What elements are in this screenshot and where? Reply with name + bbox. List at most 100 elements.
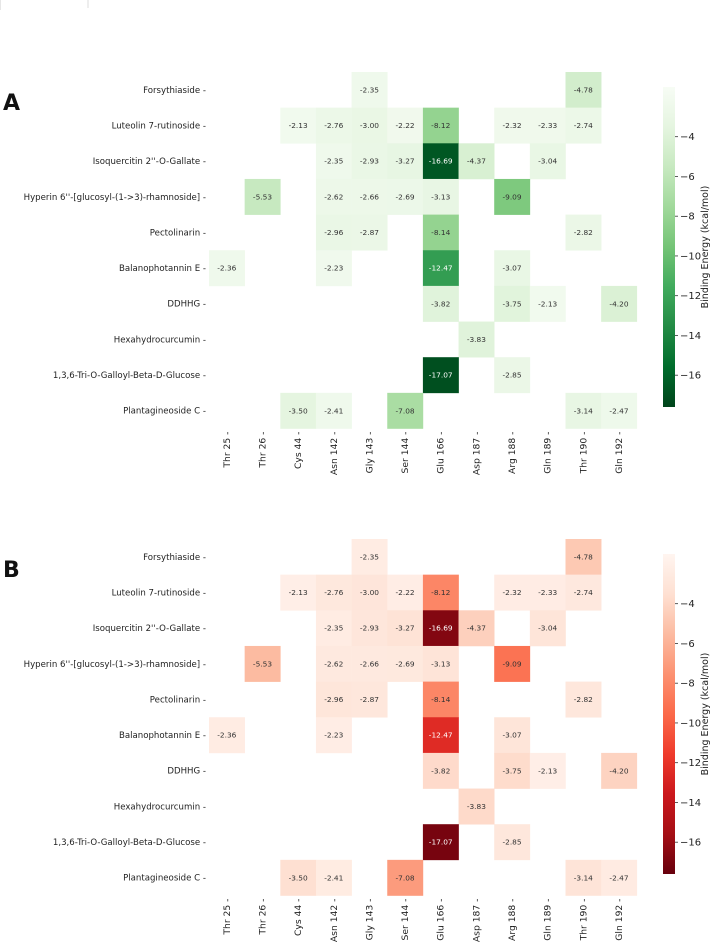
cell-value-label: -4.37 — [467, 624, 486, 633]
cell-value-label: -2.32 — [502, 121, 521, 130]
heatmap-cell — [565, 214, 602, 251]
column-label: Glu 166 - — [436, 432, 447, 474]
cell-value-label: -3.14 — [574, 873, 593, 882]
cell-value-label: -4.20 — [609, 299, 628, 308]
heatmap-cell — [387, 392, 424, 429]
colorbar-label: Binding Energy (kcal/mol) — [700, 653, 711, 776]
heatmap-cell — [387, 107, 424, 144]
cell-value-label: -2.22 — [396, 121, 415, 130]
heatmap-cell — [315, 645, 352, 682]
cell-value-label: -3.75 — [502, 766, 521, 775]
heatmap-cell — [422, 285, 459, 322]
cell-value-label: -2.62 — [324, 192, 343, 201]
colorbar-tick-label: −10 — [680, 718, 701, 729]
heatmap-cell — [351, 645, 388, 682]
cell-value-label: -2.13 — [538, 766, 557, 775]
row-label: Balanophotannin E - — [119, 264, 206, 274]
column-label: Thr 26 - — [257, 432, 268, 469]
heatmap-cell — [315, 392, 352, 429]
cell-value-label: -2.33 — [538, 121, 557, 130]
cell-value-label: -2.13 — [289, 121, 308, 130]
heatmap-cell — [315, 214, 352, 251]
heatmap-cell — [387, 859, 424, 896]
heatmap-panel-b: B Forsythiaside - -2.35 -4.78 Luteolin 7-rut… — [3, 539, 711, 942]
heatmap-cell — [351, 214, 388, 251]
cell-value-label: -2.87 — [360, 695, 379, 704]
cell-value-label: -2.93 — [360, 624, 379, 633]
cell-value-label: -12.47 — [429, 731, 453, 740]
colorbar — [663, 87, 675, 407]
heatmap-cell — [244, 178, 281, 215]
cell-value-label: -2.82 — [574, 695, 593, 704]
cell-value-label: -3.04 — [538, 624, 557, 633]
column-label: Arg 188 - — [507, 432, 518, 474]
heatmap-cell — [387, 178, 424, 215]
column-label: Asp 187 - — [471, 432, 482, 476]
cell-value-label: -3.75 — [502, 299, 521, 308]
row-label: Hexahydrocurcumin - — [114, 335, 206, 345]
row-label: Pectolinarin - — [150, 228, 206, 238]
heatmap-cell — [529, 107, 566, 144]
heatmap-cell — [494, 357, 531, 394]
cell-value-label: -3.83 — [467, 802, 486, 811]
heatmap-cell — [351, 574, 388, 611]
heatmap-cell — [494, 717, 531, 754]
column-label: Gln 189 - — [543, 899, 554, 941]
column-label: Ser 144 - — [400, 432, 411, 474]
cell-value-label: -2.76 — [324, 121, 343, 130]
cell-value-label: -3.83 — [467, 335, 486, 344]
colorbar-tick-label: −12 — [680, 758, 701, 769]
cell-value-label: -3.00 — [360, 588, 379, 597]
heatmap-cell — [351, 107, 388, 144]
cell-value-label: -2.35 — [360, 85, 379, 94]
column-label: Thr 190 - — [578, 432, 589, 475]
heatmap-cell — [244, 645, 281, 682]
cell-value-label: -2.33 — [538, 588, 557, 597]
cell-value-label: -9.09 — [502, 659, 521, 668]
cell-value-label: -2.22 — [396, 588, 415, 597]
row-label: 1,3,6-Tri-O-Galloyl-Beta-D-Glucose - — [53, 838, 206, 848]
heatmap-cell — [387, 645, 424, 682]
heatmap-cell — [494, 645, 531, 682]
row-label: Balanophotannin E - — [119, 731, 206, 741]
heatmap-cell — [565, 859, 602, 896]
column-label: Gly 143 - — [364, 899, 375, 941]
heatmap-cell — [315, 107, 352, 144]
heatmap-cell — [422, 717, 459, 754]
row-label: Forsythiaside - — [143, 86, 206, 96]
heatmap-cell — [458, 143, 495, 180]
column-label: Thr 25 - — [222, 899, 233, 936]
cell-value-label: -3.13 — [431, 659, 450, 668]
column-label: Cys 44 - — [293, 899, 304, 937]
colorbar — [663, 554, 675, 874]
heatmap-cell — [494, 574, 531, 611]
cell-value-label: -2.13 — [538, 299, 557, 308]
cell-value-label: -5.53 — [253, 659, 272, 668]
cell-value-label: -2.93 — [360, 157, 379, 166]
cell-value-label: -3.14 — [574, 406, 593, 415]
heatmap-cell — [494, 250, 531, 287]
heatmap-cell — [601, 392, 638, 429]
heatmap-cell — [458, 788, 495, 825]
cell-value-label: -2.87 — [360, 228, 379, 237]
heatmap-cell — [280, 107, 317, 144]
heatmap-cell — [494, 752, 531, 789]
row-label: Plantagineoside C - — [123, 407, 206, 417]
panel-label: A — [3, 91, 20, 116]
cell-value-label: -8.12 — [431, 588, 450, 597]
cell-value-label: -4.78 — [574, 85, 593, 94]
column-label: Thr 190 - — [578, 899, 589, 942]
cell-value-label: -2.85 — [502, 838, 521, 847]
heatmap-cell — [422, 574, 459, 611]
cell-value-label: -2.96 — [324, 695, 343, 704]
heatmap-cell — [494, 178, 531, 215]
cell-value-label: -2.47 — [609, 406, 628, 415]
cell-value-label: -12.47 — [429, 264, 453, 273]
heatmap-cell — [387, 610, 424, 647]
cell-value-label: -3.13 — [431, 192, 450, 201]
column-label: Asn 142 - — [329, 432, 340, 476]
column-label: Asp 187 - — [471, 899, 482, 943]
heatmap-cell — [422, 107, 459, 144]
heatmap-cell — [315, 859, 352, 896]
cell-value-label: -16.69 — [429, 157, 453, 166]
